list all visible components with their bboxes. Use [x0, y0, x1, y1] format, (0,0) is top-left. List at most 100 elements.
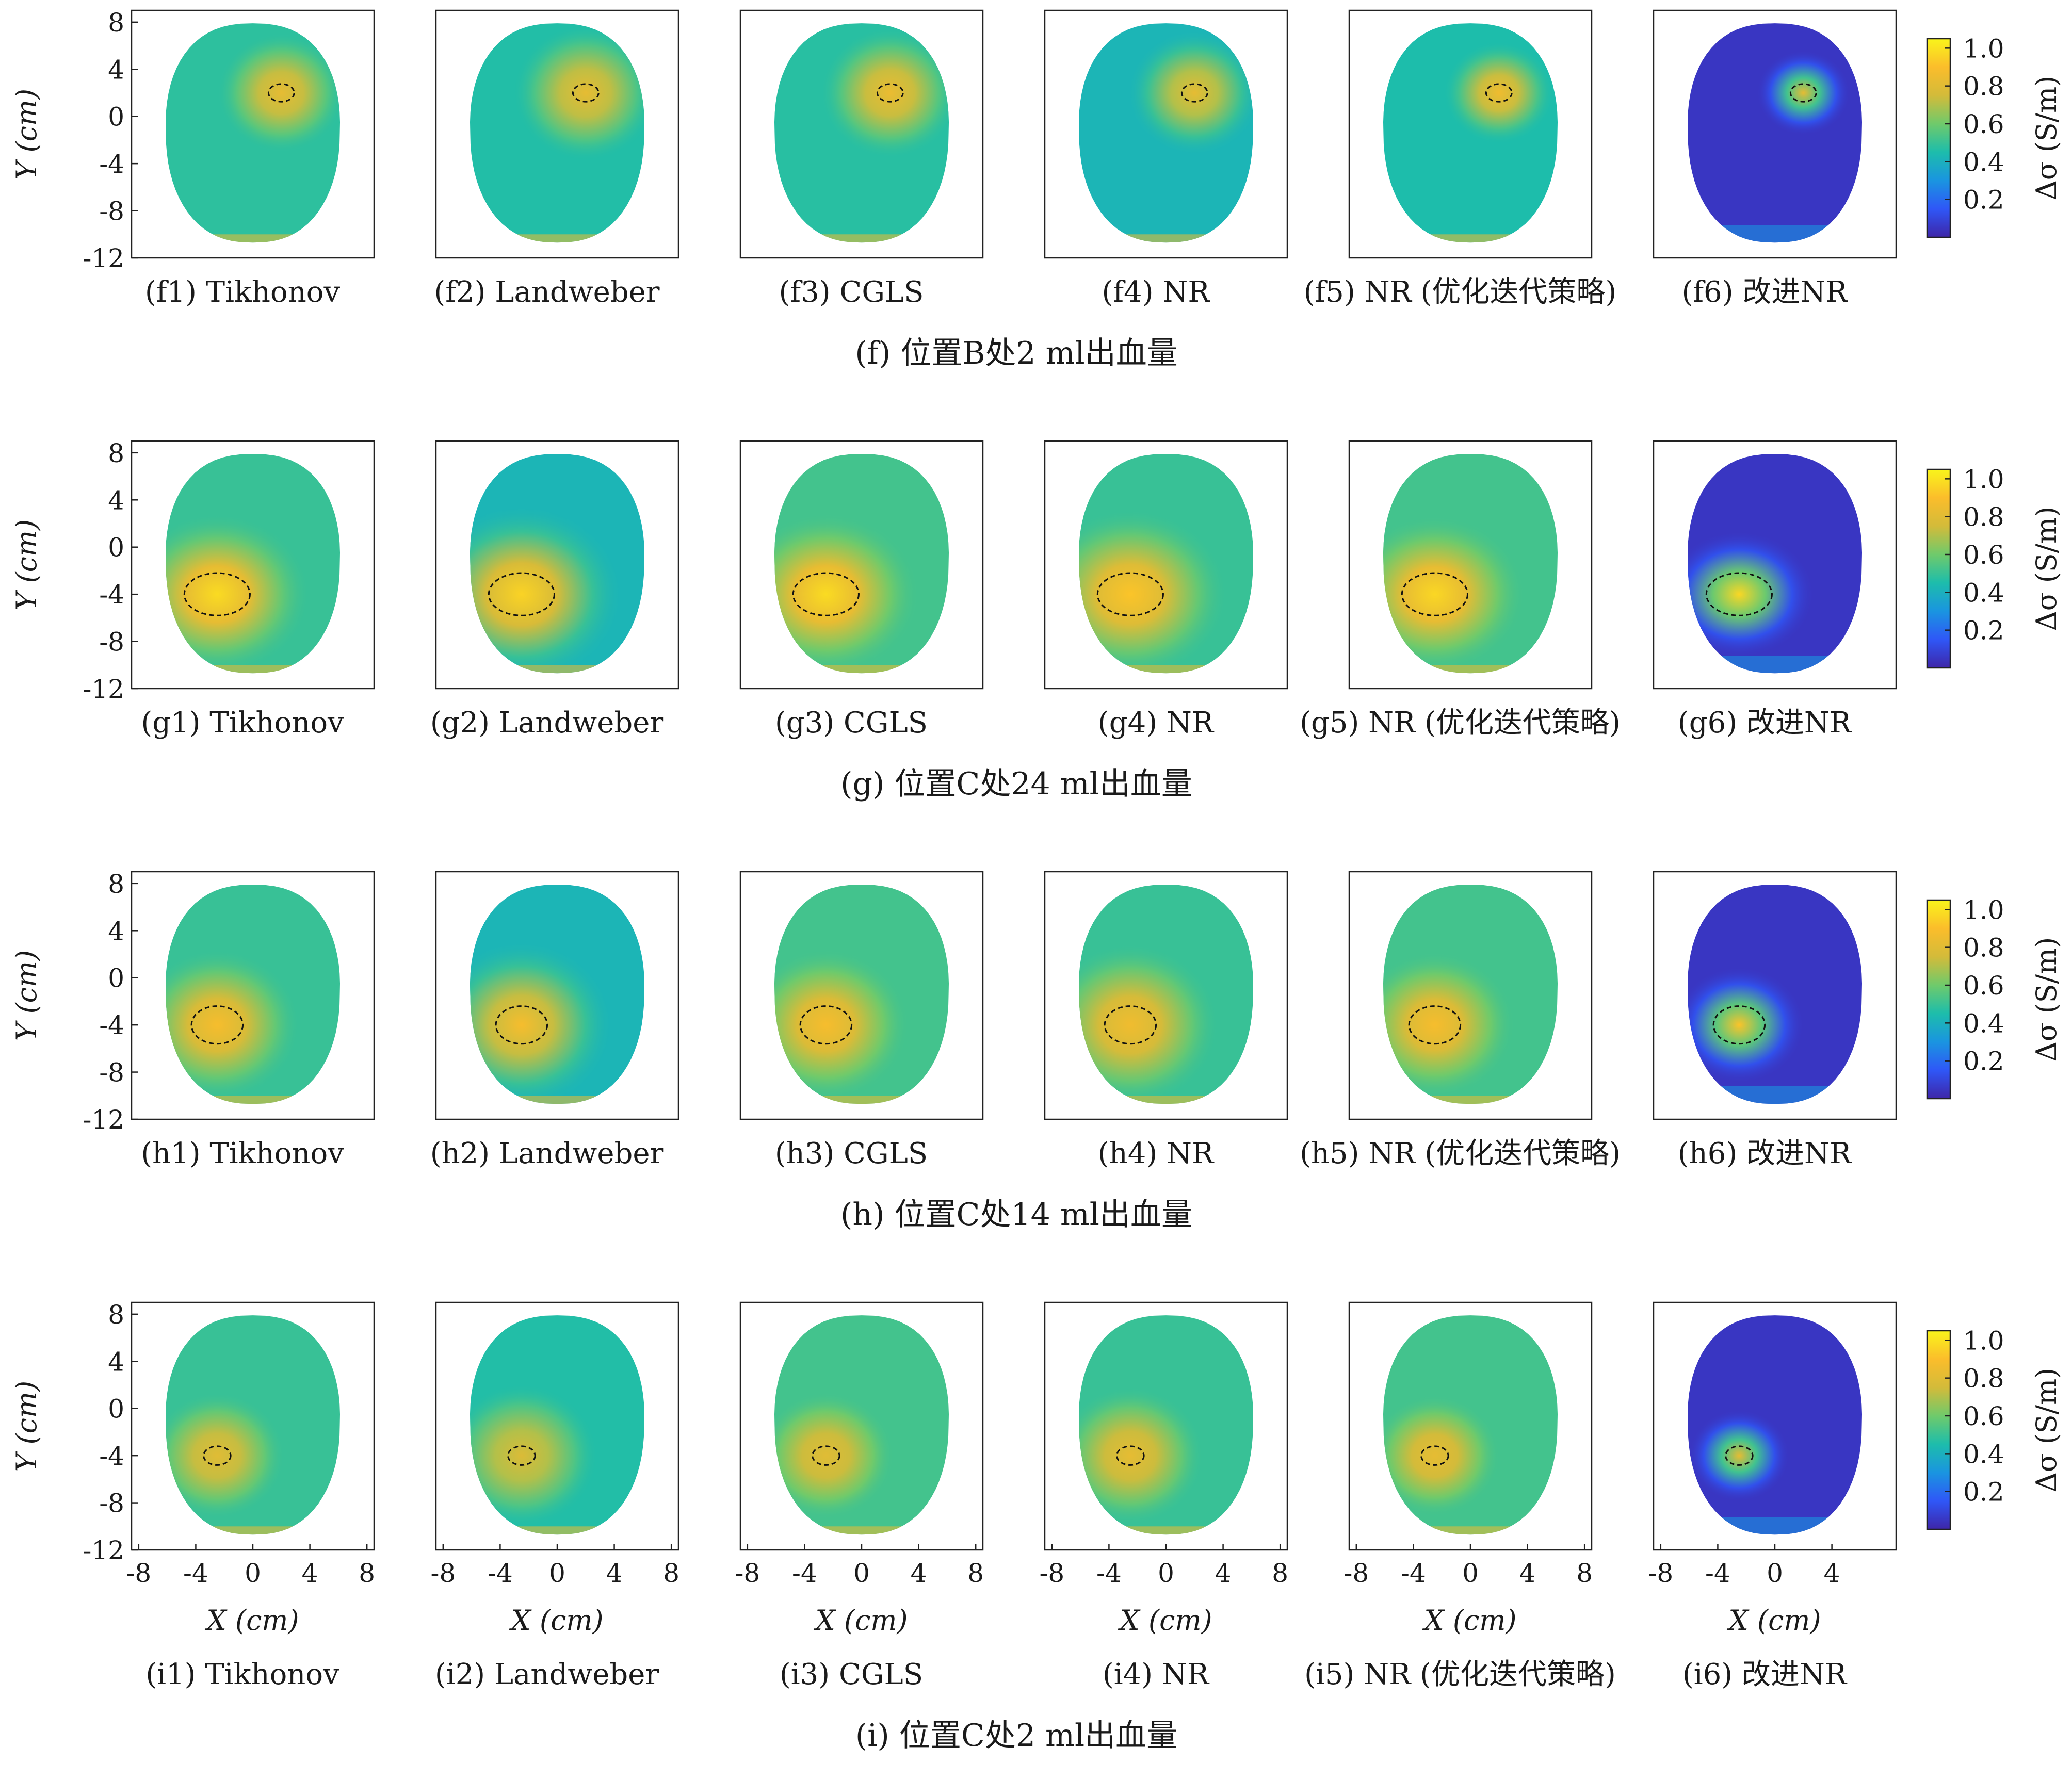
heatmap-field [1688, 23, 1862, 243]
panel-caption: (g5) NR (优化迭代策略) [1300, 706, 1621, 740]
panel-caption: (h4) NR [1098, 1137, 1215, 1170]
y-tick-label: 4 [108, 55, 124, 85]
panel-g6: (g6) 改进NR [1653, 440, 1897, 740]
panel-g1: 8 4 0 -4 -8 -12 Y (cm) (g1) Tikhonov [10, 438, 375, 740]
reconstructed-anomaly [217, 33, 340, 153]
true-target-outline [1485, 83, 1513, 103]
figure-row-h: 8 4 0 -4 -8 -12 Y (cm) (h1) Tikhonov (h2) Landwe… [10, 869, 2063, 1233]
x-axis-label: X (cm) [1422, 1604, 1516, 1637]
colorbar-tick-label: 0.2 [1963, 185, 2004, 215]
colorbar-tick-label: 1.0 [1963, 464, 2004, 494]
y-tick-label: -8 [99, 197, 124, 226]
boundary-artifact [804, 234, 919, 243]
heatmap-field [1079, 1315, 1253, 1535]
row-caption: (g) 位置C处24 ml出血量 [840, 766, 1192, 802]
colorbar-tick-label: 0.6 [1963, 1401, 2004, 1431]
colorbar: 1.0 0.8 0.6 0.4 0.2 Δσ (S/m) [1926, 1326, 2063, 1530]
y-axis-label: Y (cm) [10, 950, 43, 1041]
y-tick-label: -12 [83, 1105, 124, 1135]
y-tick-label: -12 [83, 674, 124, 704]
boundary-artifact [804, 1526, 919, 1535]
y-tick-label: -8 [99, 1058, 124, 1088]
y-tick-label: 0 [108, 1394, 124, 1424]
x-tick-label: -8 [1648, 1558, 1673, 1588]
true-target-outline [488, 572, 555, 616]
x-tick-label: 0 [853, 1558, 870, 1588]
panel-caption: (f3) CGLS [779, 275, 924, 309]
colorbar-tick-label: 0.6 [1963, 971, 2004, 1001]
axes-frame [435, 871, 679, 1120]
boundary-artifact [1413, 234, 1528, 243]
panel-h2: (h2) Landweber [430, 871, 679, 1170]
boundary-artifact [500, 665, 614, 674]
reconstructed-anomaly [166, 949, 300, 1101]
reconstructed-anomaly [1079, 1386, 1204, 1525]
panel-g5: (g5) NR (优化迭代策略) [1300, 440, 1621, 740]
x-tick-label: -4 [1096, 1558, 1122, 1588]
panel-caption: (f1) Tikhonov [145, 275, 341, 309]
figure-row-g: 8 4 0 -4 -8 -12 Y (cm) (g1) Tikhonov (g2) Landwe… [10, 438, 2063, 802]
reconstructed-anomaly [513, 24, 644, 161]
heatmap-field [470, 454, 644, 674]
figure-row-f: 8 4 0 -4 -8 -12 Y (cm) (f1) Tikhonov (f2) Landwe… [10, 8, 2063, 371]
y-axis-label: Y (cm) [10, 519, 43, 610]
row-caption: (i) 位置C处2 ml出血量 [855, 1718, 1177, 1754]
panel-caption: (i1) Tikhonov [145, 1658, 339, 1691]
panel-caption: (i3) CGLS [780, 1658, 923, 1691]
reconstructed-anomaly [1079, 943, 1219, 1104]
row-caption: (f) 位置B处2 ml出血量 [855, 335, 1178, 371]
reconstructed-anomaly [1383, 516, 1525, 672]
axes-frame [1044, 9, 1288, 259]
panel-i5: -8 -4 0 4 8 X (cm) (i5) NR (优化迭代策略) [1304, 1301, 1616, 1691]
x-tick-label: 0 [245, 1558, 261, 1588]
true-target-outline [203, 1445, 232, 1466]
heatmap-field [1079, 454, 1253, 674]
reconstructed-anomaly [1688, 1409, 1790, 1502]
colorbar-tick-label: 0.2 [1963, 1477, 2004, 1507]
panel-caption: (g3) CGLS [775, 706, 928, 740]
x-tick-label: -8 [1343, 1558, 1369, 1588]
colorbar: 1.0 0.8 0.6 0.4 0.2 Δσ (S/m) [1926, 464, 2063, 669]
colorbar: 1.0 0.8 0.6 0.4 0.2 Δσ (S/m) [1926, 895, 2063, 1100]
heatmap-field [470, 23, 644, 243]
colorbar-tick-label: 0.8 [1963, 72, 2004, 102]
heatmap-field [166, 23, 340, 243]
reconstructed-anomaly [166, 513, 310, 674]
x-tick-label: 4 [1519, 1558, 1536, 1588]
panel-i1: 840-4-8-12Y (cm)-8 -4 0 4 8X (cm)(i1) Tikhon… [10, 1300, 375, 1691]
panel-caption: (i6) 改进NR [1682, 1658, 1848, 1691]
boundary-artifact [1688, 225, 1862, 243]
reconstructed-anomaly [470, 1384, 598, 1528]
boundary-artifact [804, 665, 919, 674]
x-tick-label: 8 [663, 1558, 679, 1588]
panel-h6: (h6) 改进NR [1653, 871, 1897, 1170]
reconstructed-anomaly [1383, 952, 1515, 1098]
y-axis-label: Y (cm) [10, 89, 43, 179]
boundary-artifact [1109, 665, 1223, 674]
reconstructed-anomaly [774, 513, 919, 674]
colorbar-label: Δσ (S/m) [2030, 76, 2063, 201]
heatmap-field [1079, 885, 1253, 1104]
boundary-artifact [1688, 1086, 1862, 1104]
boundary-artifact [196, 1096, 310, 1104]
heatmap-field [166, 454, 340, 674]
panel-caption: (h5) NR (优化迭代策略) [1300, 1137, 1621, 1170]
axes-frame [739, 871, 984, 1120]
y-tick-label: -8 [99, 1489, 124, 1518]
panel-caption: (f2) Landweber [434, 275, 659, 309]
true-target-outline [1104, 1005, 1157, 1045]
panel-f6: (f6) 改进NR [1653, 9, 1897, 309]
heatmap-field [1688, 885, 1862, 1104]
panel-h4: (h4) NR [1044, 871, 1288, 1170]
heatmap-field [1383, 454, 1558, 674]
colorbar-tick-label: 0.6 [1963, 109, 2004, 139]
heatmap-field [1383, 23, 1558, 243]
x-tick-label: -4 [1705, 1558, 1730, 1588]
heatmap-field [774, 454, 949, 674]
y-tick-label: 8 [108, 869, 124, 899]
heatmap-field [166, 885, 340, 1104]
x-tick-label: -4 [1401, 1558, 1426, 1588]
heatmap-field [470, 885, 644, 1104]
true-target-outline [1116, 1445, 1145, 1466]
y-tick-label: -12 [83, 243, 124, 273]
